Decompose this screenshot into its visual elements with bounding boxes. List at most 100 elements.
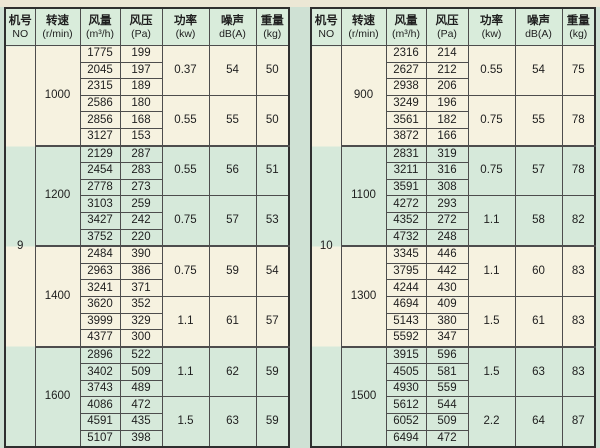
speed-cell: 1100 bbox=[340, 144, 387, 247]
flow-cell: 4732 bbox=[385, 228, 427, 247]
flow-cell: 3103 bbox=[79, 195, 121, 213]
flow-cell: 2484 bbox=[79, 245, 121, 264]
flow-cell: 3345 bbox=[385, 245, 427, 264]
table-header: 机号 NO 转速 (r/min) 风量 (m³/h) 风压 (Pa) 功率 (kw) 噪声… bbox=[310, 7, 596, 46]
pressure-cell: 287 bbox=[119, 144, 163, 164]
weight-cell: 57 bbox=[255, 295, 290, 348]
pressure-cell: 196 bbox=[425, 94, 469, 113]
noise-cell: 63 bbox=[208, 396, 257, 448]
table-row: 3427 242 bbox=[5, 211, 289, 230]
noise-cell: 54 bbox=[208, 45, 257, 96]
flow-cell: 2586 bbox=[79, 94, 121, 113]
noise-cell: 61 bbox=[208, 295, 257, 348]
pressure-cell: 398 bbox=[119, 429, 163, 448]
table-row: 1400 2484 390 0.75 59 54 bbox=[5, 245, 290, 348]
speed-cell: 1000 bbox=[34, 44, 81, 147]
flow-cell: 3127 bbox=[79, 127, 121, 147]
pressure-cell: 242 bbox=[119, 211, 163, 230]
pressure-cell: 180 bbox=[119, 94, 163, 113]
noise-cell: 60 bbox=[514, 245, 563, 297]
table-header: 机号 NO 转速 (r/min) 风量 (m³/h) 风压 (Pa) 功率 (kw) 噪声… bbox=[4, 7, 290, 46]
weight-cell: 50 bbox=[255, 94, 290, 147]
flow-cell: 4352 bbox=[385, 211, 427, 230]
flow-cell: 4694 bbox=[385, 295, 427, 314]
col-header-speed: 转速 (r/min) bbox=[340, 7, 387, 46]
pressure-cell: 259 bbox=[119, 195, 163, 213]
power-cell: 0.55 bbox=[161, 94, 210, 147]
flow-cell: 3795 bbox=[385, 262, 427, 281]
table-row: 2586 180 0.55 55 50 bbox=[5, 94, 290, 147]
col-header-pressure: 风压 (Pa) bbox=[119, 7, 163, 46]
col-header-unit: NO bbox=[318, 28, 335, 40]
pressure-cell: 168 bbox=[119, 111, 163, 129]
power-cell: 2.2 bbox=[467, 396, 516, 448]
table-row: 4591 435 bbox=[5, 413, 289, 431]
pressure-cell: 596 bbox=[425, 345, 469, 365]
pressure-cell: 380 bbox=[425, 312, 469, 331]
col-header-no: 机号 NO bbox=[4, 7, 36, 46]
flow-cell: 5143 bbox=[385, 312, 427, 331]
pressure-cell: 293 bbox=[425, 195, 469, 213]
table-row: 2454 283 bbox=[5, 162, 289, 180]
pressure-cell: 316 bbox=[425, 162, 469, 180]
flow-cell: 2045 bbox=[79, 61, 121, 80]
flow-cell: 3249 bbox=[385, 94, 427, 113]
pressure-cell: 509 bbox=[119, 363, 163, 381]
pressure-cell: 435 bbox=[119, 413, 163, 431]
pressure-cell: 544 bbox=[425, 396, 469, 415]
pressure-cell: 214 bbox=[425, 45, 469, 63]
col-header-unit: (Pa) bbox=[437, 28, 457, 40]
flow-cell: 4244 bbox=[385, 279, 427, 297]
weight-cell: 82 bbox=[561, 195, 596, 247]
pressure-cell: 197 bbox=[119, 61, 163, 80]
col-header-unit: (kw) bbox=[481, 28, 502, 40]
col-header-power: 功率 (kw) bbox=[467, 7, 516, 46]
tables-container: 机号 NO 转速 (r/min) 风量 (m³/h) 风压 (Pa) 功率 (kw) 噪声… bbox=[0, 7, 600, 448]
pressure-cell: 386 bbox=[119, 262, 163, 281]
col-header-weight: 重量 (kg) bbox=[255, 7, 290, 46]
power-cell: 1.1 bbox=[161, 295, 210, 348]
weight-cell: 54 bbox=[255, 245, 290, 297]
col-header-label: 转速 bbox=[352, 15, 375, 27]
table-row: 3127 153 bbox=[5, 127, 289, 147]
table-row: 1500 3915 596 1.5 63 83 bbox=[311, 345, 596, 448]
noise-cell: 64 bbox=[514, 396, 563, 448]
flow-cell: 1775 bbox=[79, 45, 121, 63]
pressure-cell: 446 bbox=[425, 245, 469, 264]
weight-cell: 59 bbox=[255, 396, 290, 448]
noise-cell: 63 bbox=[514, 345, 563, 398]
table-row: 4244 430 bbox=[311, 279, 595, 297]
flow-cell: 2856 bbox=[79, 111, 121, 129]
col-header-label: 转速 bbox=[46, 15, 69, 27]
pressure-cell: 472 bbox=[119, 396, 163, 415]
table-row: 9 1000 1775 199 0.37 54 50 bbox=[4, 44, 290, 448]
pressure-cell: 472 bbox=[425, 429, 469, 448]
table-row: 3872 166 bbox=[311, 127, 595, 147]
col-header-label: 功率 bbox=[174, 15, 197, 27]
table-row: 2778 273 bbox=[5, 178, 289, 197]
noise-cell: 54 bbox=[514, 45, 563, 96]
col-header-unit: (r/min) bbox=[42, 28, 73, 40]
col-header-label: 重量 bbox=[566, 15, 590, 27]
pressure-cell: 559 bbox=[425, 379, 469, 398]
pressure-cell: 581 bbox=[425, 363, 469, 381]
flow-cell: 2963 bbox=[79, 262, 121, 281]
flow-cell: 3561 bbox=[385, 111, 427, 129]
col-header-label: 风量 bbox=[394, 15, 418, 27]
flow-cell: 3872 bbox=[385, 127, 427, 147]
col-header-flow: 风量 (m³/h) bbox=[385, 7, 427, 46]
table-body: 9 1000 1775 199 0.37 54 50 2045 197 2315 189 2586 18… bbox=[4, 44, 290, 448]
col-header-pressure: 风压 (Pa) bbox=[425, 7, 469, 46]
flow-cell: 2315 bbox=[79, 78, 121, 96]
flow-cell: 3915 bbox=[385, 345, 427, 365]
col-header-label: 噪声 bbox=[527, 15, 550, 27]
noise-cell: 61 bbox=[514, 295, 563, 348]
speed-cell: 1500 bbox=[340, 345, 387, 448]
power-cell: 1.5 bbox=[467, 295, 516, 348]
speed-cell: 900 bbox=[340, 44, 387, 147]
flow-cell: 4930 bbox=[385, 379, 427, 398]
col-header-label: 功率 bbox=[480, 15, 503, 27]
pressure-cell: 442 bbox=[425, 262, 469, 281]
table-row: 1100 2831 319 0.75 57 78 bbox=[311, 144, 596, 247]
